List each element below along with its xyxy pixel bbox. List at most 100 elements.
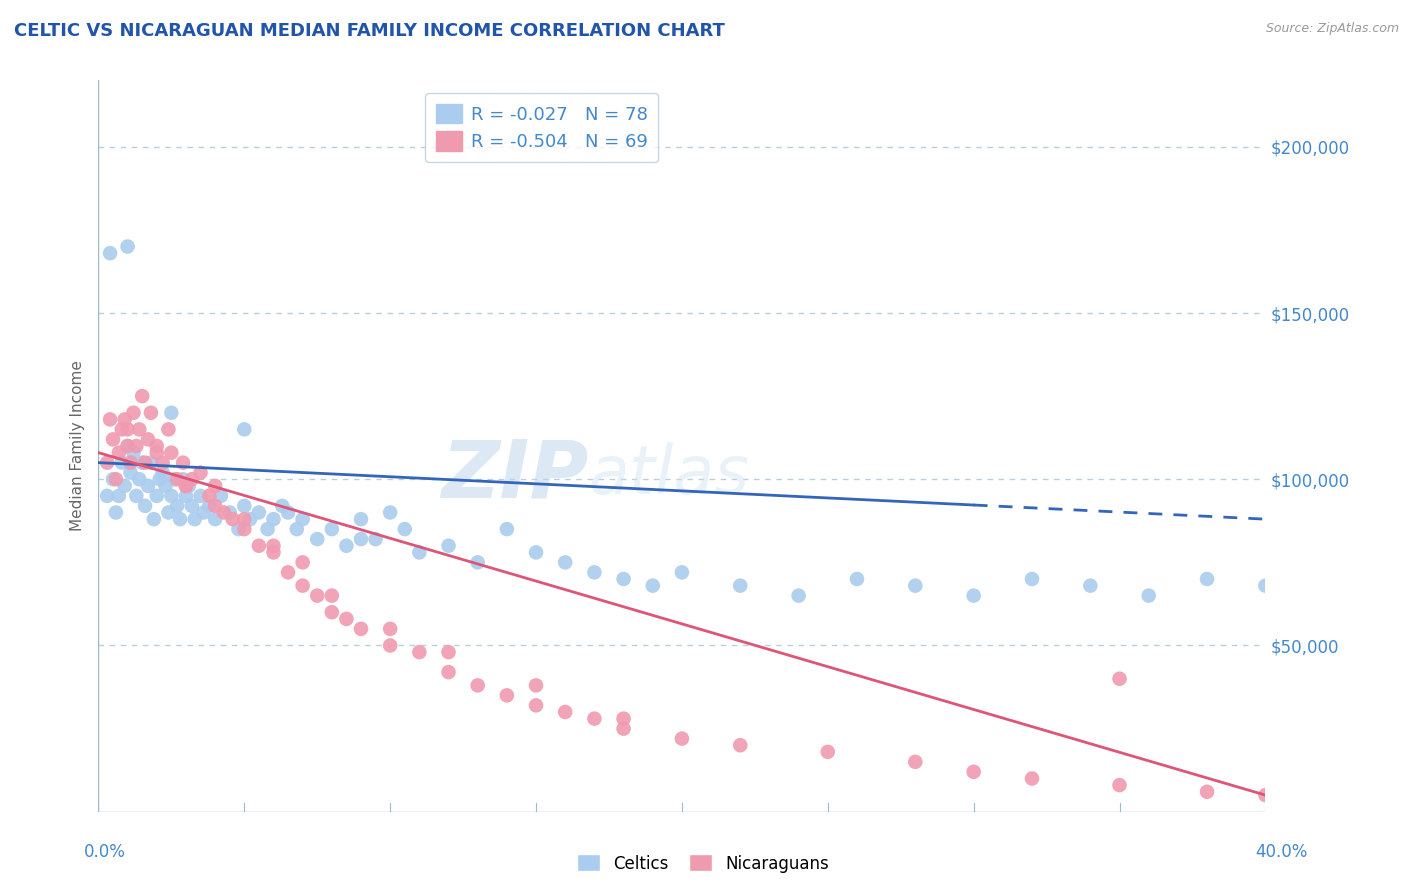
Point bbox=[321, 605, 343, 619]
Point bbox=[96, 456, 118, 470]
Point bbox=[117, 439, 139, 453]
Point bbox=[183, 512, 205, 526]
Point bbox=[554, 705, 576, 719]
Point bbox=[613, 722, 636, 736]
Point bbox=[247, 539, 270, 553]
Point bbox=[160, 489, 183, 503]
Point bbox=[128, 472, 150, 486]
Point bbox=[204, 499, 226, 513]
Point bbox=[174, 479, 197, 493]
Point bbox=[122, 406, 145, 420]
Text: 40.0%: 40.0% bbox=[1256, 843, 1308, 861]
Point bbox=[146, 489, 169, 503]
Point bbox=[166, 472, 188, 486]
Point bbox=[101, 433, 124, 447]
Point bbox=[212, 506, 235, 520]
Point bbox=[160, 445, 183, 459]
Point bbox=[285, 522, 308, 536]
Point bbox=[437, 665, 460, 679]
Text: Source: ZipAtlas.com: Source: ZipAtlas.com bbox=[1265, 22, 1399, 36]
Point bbox=[111, 456, 134, 470]
Legend: Celtics, Nicaraguans: Celtics, Nicaraguans bbox=[569, 847, 837, 880]
Point bbox=[198, 489, 221, 503]
Point bbox=[1254, 788, 1277, 802]
Point bbox=[108, 445, 131, 459]
Point bbox=[136, 479, 159, 493]
Point bbox=[134, 456, 156, 470]
Point bbox=[221, 512, 243, 526]
Point bbox=[408, 545, 430, 559]
Point bbox=[496, 522, 519, 536]
Point bbox=[380, 622, 402, 636]
Point bbox=[177, 479, 200, 493]
Point bbox=[108, 489, 131, 503]
Point bbox=[190, 489, 212, 503]
Point bbox=[155, 479, 177, 493]
Point bbox=[554, 555, 576, 569]
Point bbox=[846, 572, 869, 586]
Point bbox=[169, 512, 191, 526]
Point bbox=[524, 545, 547, 559]
Point bbox=[583, 712, 606, 726]
Point bbox=[1254, 579, 1277, 593]
Point bbox=[209, 489, 232, 503]
Point bbox=[180, 472, 202, 486]
Text: ZIP: ZIP bbox=[441, 436, 589, 515]
Point bbox=[291, 579, 314, 593]
Point bbox=[350, 622, 373, 636]
Point bbox=[172, 456, 194, 470]
Point bbox=[307, 532, 329, 546]
Point bbox=[198, 499, 221, 513]
Point bbox=[524, 698, 547, 713]
Point bbox=[142, 512, 165, 526]
Point bbox=[962, 764, 984, 779]
Point bbox=[277, 506, 299, 520]
Point bbox=[1197, 785, 1219, 799]
Point bbox=[114, 412, 136, 426]
Point bbox=[139, 406, 162, 420]
Point bbox=[817, 745, 839, 759]
Point bbox=[730, 579, 752, 593]
Point bbox=[904, 579, 927, 593]
Point bbox=[111, 422, 134, 436]
Point bbox=[350, 512, 373, 526]
Point bbox=[160, 406, 183, 420]
Point bbox=[104, 506, 127, 520]
Point bbox=[193, 506, 215, 520]
Point bbox=[139, 456, 162, 470]
Point bbox=[204, 512, 226, 526]
Point bbox=[263, 512, 285, 526]
Point bbox=[787, 589, 810, 603]
Point bbox=[101, 472, 124, 486]
Point bbox=[496, 689, 519, 703]
Point bbox=[307, 589, 329, 603]
Text: 0.0%: 0.0% bbox=[84, 843, 127, 861]
Point bbox=[228, 522, 250, 536]
Point bbox=[152, 466, 174, 480]
Point bbox=[394, 522, 416, 536]
Point bbox=[117, 239, 139, 253]
Point bbox=[247, 506, 270, 520]
Point bbox=[1021, 772, 1043, 786]
Point bbox=[104, 472, 127, 486]
Point bbox=[122, 445, 145, 459]
Point bbox=[1080, 579, 1102, 593]
Point bbox=[157, 422, 180, 436]
Point bbox=[380, 506, 402, 520]
Point bbox=[256, 522, 278, 536]
Point bbox=[233, 499, 256, 513]
Point bbox=[149, 472, 172, 486]
Point bbox=[117, 439, 139, 453]
Point bbox=[613, 712, 636, 726]
Legend: R = -0.027   N = 78, R = -0.504   N = 69: R = -0.027 N = 78, R = -0.504 N = 69 bbox=[426, 93, 658, 161]
Point bbox=[174, 489, 197, 503]
Text: atlas: atlas bbox=[589, 442, 749, 508]
Point bbox=[172, 472, 194, 486]
Point bbox=[321, 589, 343, 603]
Point bbox=[271, 499, 294, 513]
Point bbox=[98, 246, 121, 260]
Y-axis label: Median Family Income: Median Family Income bbox=[70, 360, 86, 532]
Point bbox=[218, 506, 240, 520]
Point bbox=[380, 639, 402, 653]
Point bbox=[437, 539, 460, 553]
